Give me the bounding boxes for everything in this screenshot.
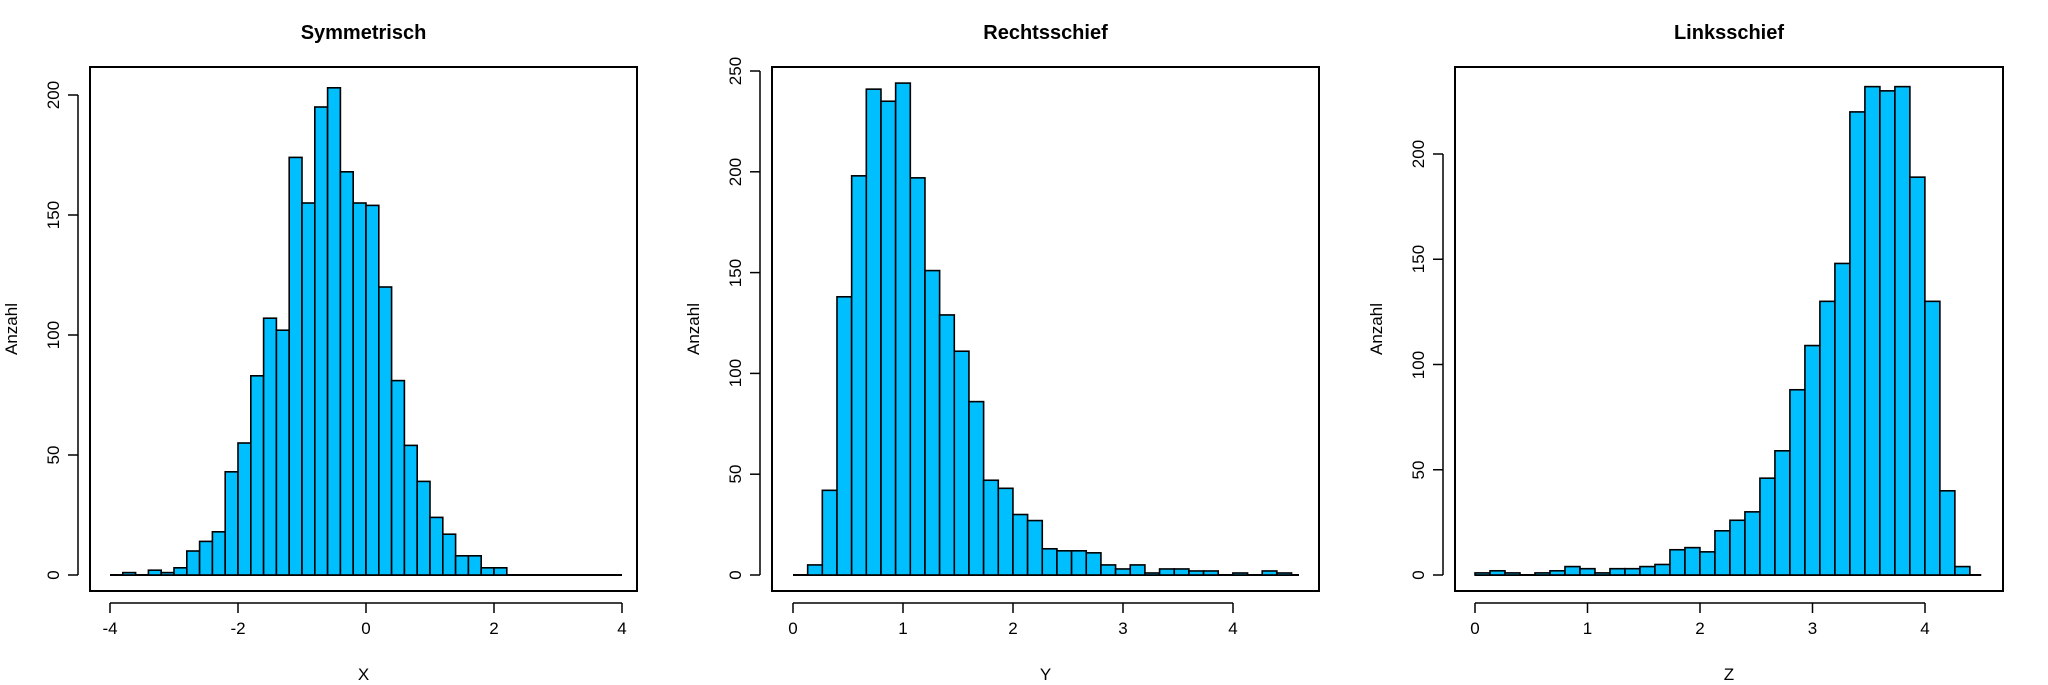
y-tick-label: 50 (1409, 460, 1428, 480)
histogram-bar (1954, 565, 1971, 576)
histogram-bar (1202, 570, 1220, 576)
histogram-bar (1699, 551, 1716, 576)
histogram-bar (1232, 572, 1249, 576)
x-axis-label: Y (1039, 665, 1052, 684)
histogram-bar (1534, 572, 1551, 576)
x-tick-label: 0 (788, 619, 798, 638)
histogram-bar (122, 571, 137, 576)
histogram-bar (1939, 489, 1956, 576)
histogram-bar (1624, 567, 1641, 576)
histogram-bar (1129, 564, 1146, 576)
histogram-bar (1894, 85, 1911, 576)
histogram-bar (1924, 300, 1941, 576)
chart-title: Symmetrisch (300, 22, 427, 44)
plot-frame (89, 66, 638, 592)
y-tick-label: 150 (1409, 245, 1428, 274)
x-tick-label: 2 (1695, 619, 1705, 638)
histogram-bar (1729, 519, 1746, 576)
histogram-bar (1864, 85, 1881, 576)
x-tick-label: -2 (230, 619, 246, 638)
histogram-bar (1744, 511, 1761, 576)
x-tick-label: 2 (489, 619, 499, 638)
histogram-bar (1804, 344, 1821, 576)
histogram-bar (1849, 111, 1866, 576)
y-tick-label: 100 (1409, 350, 1428, 379)
x-axis-label: Z (1723, 665, 1735, 684)
histogram-bar (1026, 519, 1044, 576)
histogram-bar (467, 554, 482, 576)
histogram-bar (1474, 572, 1491, 576)
histogram-bar (1714, 529, 1731, 576)
x-axis-label: X (357, 665, 370, 684)
histogram-bar (1276, 572, 1293, 576)
histogram-bar (1879, 90, 1896, 576)
x-tick-label: 2 (1008, 619, 1018, 638)
x-tick-label: -4 (102, 619, 118, 638)
histogram-bar (1489, 569, 1506, 576)
histogram-bar (1669, 548, 1686, 576)
histogram-bar (493, 566, 508, 576)
chart-title: Rechtsschief (983, 22, 1108, 44)
plot-frame (1454, 66, 2004, 592)
histogram-bar (1564, 565, 1581, 576)
histogram-bar (1834, 262, 1851, 576)
histogram-bar (1909, 176, 1926, 576)
chart-title: Linksschief (1673, 22, 1785, 44)
x-tick-label: 0 (1470, 619, 1480, 638)
histogram-bar (1085, 552, 1102, 576)
histogram-bar (1609, 567, 1626, 576)
y-axis-label: Anzahl (1367, 303, 1386, 355)
x-tick-label: 4 (617, 619, 627, 638)
x-tick-label: 4 (1920, 619, 1930, 638)
histogram-bar (1639, 565, 1656, 576)
x-tick-label: 3 (1118, 619, 1128, 638)
histogram-bar (1759, 477, 1776, 576)
y-tick-label: 200 (1409, 139, 1428, 169)
histogram-bar (1684, 546, 1701, 576)
histogram-bar (1549, 569, 1566, 576)
histogram-bar (1504, 572, 1521, 576)
x-tick-label: 1 (898, 619, 908, 638)
histogram-bar (1654, 563, 1671, 576)
histogram-bar (1789, 388, 1806, 576)
x-tick-label: 3 (1807, 619, 1818, 638)
histogram-bar (1819, 300, 1836, 576)
x-tick-label: 1 (1582, 619, 1593, 638)
histogram-bar (1579, 567, 1596, 576)
plot-frame (771, 66, 1320, 592)
histogram-bar (1594, 572, 1611, 576)
y-tick-label: 0 (1409, 570, 1428, 580)
histogram-bar (1774, 450, 1791, 576)
x-tick-label: 0 (361, 619, 371, 638)
histogram-bar (441, 533, 457, 576)
x-tick-label: 4 (1228, 619, 1238, 638)
